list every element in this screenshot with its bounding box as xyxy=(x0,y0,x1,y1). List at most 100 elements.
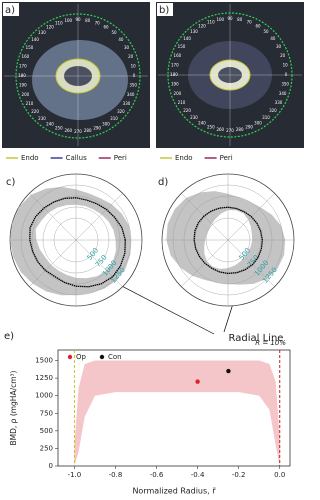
angle-label: 300 xyxy=(254,120,262,125)
y-axis-label: BMD, ρ (mgHA/cm³) xyxy=(9,370,18,445)
angle-label: 290 xyxy=(93,126,101,131)
legend-label: Callus xyxy=(66,154,88,162)
x-tick-label: -1.0 xyxy=(68,471,82,479)
angle-label: 310 xyxy=(262,115,270,120)
figure: 0102030405060708090100110120130140150160… xyxy=(2,2,304,496)
angle-label: 340 xyxy=(279,91,287,96)
angle-label: 320 xyxy=(117,109,125,114)
polar-grid xyxy=(31,195,121,285)
angle-label: 320 xyxy=(269,108,277,113)
x-tick-label: -0.2 xyxy=(232,471,246,479)
angle-label: 200 xyxy=(174,91,182,96)
panel-label-box xyxy=(157,3,173,16)
y-tick-label: 1500 xyxy=(35,357,53,365)
polar-grid xyxy=(42,206,110,274)
angle-label: 230 xyxy=(190,115,198,120)
angle-label: 110 xyxy=(55,20,63,25)
angle-label: 80 xyxy=(85,18,91,23)
angle-label: 10 xyxy=(131,63,137,68)
y-tick-label: 1000 xyxy=(35,392,53,400)
angle-label: 20 xyxy=(128,54,134,59)
angle-label: 170 xyxy=(19,63,27,68)
angle-label: 180 xyxy=(170,72,178,77)
y-tick-label: 1250 xyxy=(35,374,53,382)
angle-label: 150 xyxy=(26,45,34,50)
angle-label: 190 xyxy=(171,82,179,87)
angle-label: 70 xyxy=(247,19,253,24)
bmd-trace xyxy=(193,206,263,275)
angle-label: 250 xyxy=(207,125,215,130)
y-tick-label: 250 xyxy=(40,444,53,452)
angle-label: 50 xyxy=(263,29,269,34)
angle-label: 280 xyxy=(236,127,244,132)
angle-label: 80 xyxy=(237,17,243,22)
x-tick-label: -0.4 xyxy=(191,471,205,479)
panel-label: b) xyxy=(159,5,169,16)
legend-label: Endo xyxy=(21,154,39,162)
angle-label: 90 xyxy=(227,16,233,21)
angle-label: 30 xyxy=(124,45,130,50)
angle-label: 200 xyxy=(22,92,30,97)
angle-label: 250 xyxy=(55,126,63,131)
angle-label: 90 xyxy=(75,17,81,22)
angle-label: 0 xyxy=(133,73,136,78)
angle-label: 160 xyxy=(174,53,182,58)
angle-label: 260 xyxy=(64,128,72,133)
angle-label: 300 xyxy=(102,121,110,126)
polar-grid xyxy=(20,184,132,296)
panel-label: e) xyxy=(4,331,14,342)
x-tick-label: 0.0 xyxy=(274,471,285,479)
angle-label: 130 xyxy=(190,29,198,34)
angle-label: 150 xyxy=(178,44,186,49)
y-tick-label: 750 xyxy=(40,409,53,417)
angle-label: 310 xyxy=(110,116,118,121)
angle-label: 170 xyxy=(171,62,179,67)
angle-label: 60 xyxy=(103,25,109,30)
angle-label: 330 xyxy=(123,101,131,106)
legend-label: Peri xyxy=(114,154,127,162)
polar-grid xyxy=(172,184,284,296)
angle-label: 0 xyxy=(285,72,288,77)
angle-label: 350 xyxy=(281,82,289,87)
angle-label: 30 xyxy=(276,44,282,49)
profile-envelope xyxy=(74,360,280,466)
bmd-band xyxy=(10,186,131,296)
data-point xyxy=(195,379,200,384)
polar-grid xyxy=(53,217,99,263)
angle-label: 130 xyxy=(38,30,46,35)
angle-label: 240 xyxy=(46,121,54,126)
angle-label: 270 xyxy=(74,129,82,134)
angle-label: 350 xyxy=(129,83,137,88)
angle-label: 120 xyxy=(198,24,206,29)
panel-label-box xyxy=(3,3,19,16)
legend-label: Endo xyxy=(175,154,193,162)
angle-label: 40 xyxy=(270,36,276,41)
x-axis-label: Normalized Radius, r̃ xyxy=(132,487,216,496)
angle-label: 140 xyxy=(31,37,39,42)
y-tick-label: 0 xyxy=(49,462,53,470)
panel-label: a) xyxy=(5,5,15,16)
angle-label: 240 xyxy=(198,120,206,125)
panel-label: d) xyxy=(158,177,168,188)
angle-label: 280 xyxy=(84,128,92,133)
legend-label: Op xyxy=(76,353,87,361)
polar-grid xyxy=(205,217,251,263)
x-tick-label: -0.8 xyxy=(109,471,123,479)
angle-label: 140 xyxy=(183,36,191,41)
angle-label: 230 xyxy=(38,116,46,121)
angle-label: 260 xyxy=(216,127,224,132)
angle-ring xyxy=(167,12,293,138)
angle-label: 120 xyxy=(46,25,54,30)
angle-label: 40 xyxy=(118,37,124,42)
legend-label: Con xyxy=(108,353,122,361)
angle-label: 210 xyxy=(26,101,34,106)
angle-label: 110 xyxy=(207,19,215,24)
y-tick-label: 500 xyxy=(40,427,53,435)
x-tick-label: -0.6 xyxy=(150,471,164,479)
crosshair xyxy=(4,4,302,146)
angle-label: 60 xyxy=(255,24,261,29)
panel-label: c) xyxy=(6,177,15,188)
angle-label: 100 xyxy=(216,17,224,22)
angle-label: 70 xyxy=(95,20,101,25)
annotation: Radial Line xyxy=(229,333,284,344)
